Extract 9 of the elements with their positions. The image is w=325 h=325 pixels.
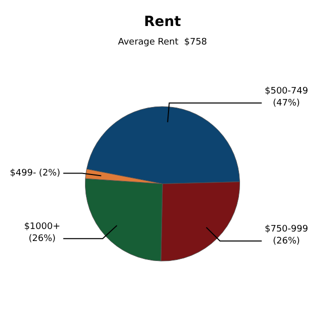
chart-subtitle: Average Rent $758 <box>118 38 208 48</box>
slice-label: $499- (2%) <box>10 168 60 179</box>
slice-label: $1000+ <box>24 222 60 232</box>
slice-label: $750-999 <box>264 224 308 234</box>
slice-label: $500-749 <box>264 86 308 96</box>
data-label: (26%) <box>28 234 56 244</box>
data-label: (26%) <box>272 236 300 246</box>
data-label: (47%) <box>272 98 300 108</box>
chart-title: Rent <box>144 14 182 30</box>
